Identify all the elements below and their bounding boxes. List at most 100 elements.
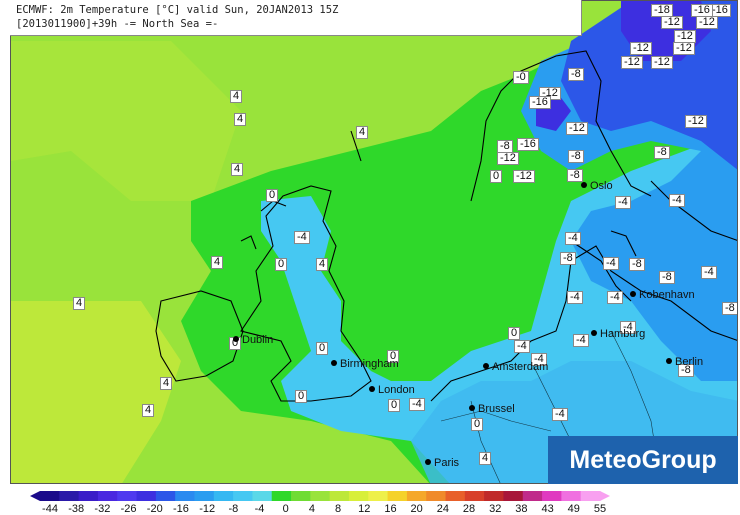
value-label: -16 (691, 4, 713, 17)
value-label: 4 (73, 297, 86, 310)
legend-swatch (310, 491, 331, 501)
value-label: -12 (513, 170, 535, 183)
legend-tick-label: -20 (146, 503, 163, 515)
value-label: 0 (266, 189, 279, 202)
value-label: -18 (651, 4, 673, 17)
legend-swatch (175, 491, 195, 501)
city-dublin: Dublin (233, 334, 273, 346)
city-birmingham: Birmingham (331, 358, 399, 370)
temperature-legend: -44 -38 -32 -26 -20 -16 -12 -8 -4 0 4 8 12 16 20 24 28 32… (30, 491, 610, 515)
land-plus4-area (11, 301, 181, 483)
value-label: 4 (160, 377, 173, 390)
atlantic-plus4-area (11, 41, 241, 201)
value-label: -12 (673, 42, 695, 55)
city-berlin: Berlin (666, 356, 703, 368)
legend-tick-label: 12 (358, 503, 371, 515)
legend-swatch (233, 491, 253, 501)
legend-swatch (59, 491, 80, 501)
value-label: 4 (142, 404, 155, 417)
legend-tick-label: -12 (199, 503, 216, 515)
value-label: 0 (490, 170, 503, 183)
legend-tick-label: -38 (68, 503, 85, 515)
legend-tick-label: -26 (120, 503, 137, 515)
legend-tick-label: 49 (567, 503, 580, 515)
value-label: 4 (211, 256, 224, 269)
value-label: -12 (696, 16, 718, 29)
city-dot-icon (469, 405, 475, 411)
legend-tick-label: 28 (462, 503, 476, 515)
legend-tick-label: -44 (42, 503, 58, 515)
value-label: 0 (471, 418, 484, 431)
legend-swatch (213, 491, 234, 501)
value-label: 4 (234, 113, 247, 126)
legend-swatch (464, 491, 485, 501)
legend-swatch (580, 491, 601, 501)
legend-swatch (522, 491, 543, 501)
city-london: London (369, 384, 415, 396)
value-label: 4 (230, 90, 243, 103)
legend-tick-label: -16 (172, 503, 189, 515)
value-label: 0 (508, 327, 521, 340)
value-label: -16 (529, 96, 551, 109)
legend-tick-label: 16 (384, 503, 397, 515)
legend-swatch (348, 491, 369, 501)
legend-swatch (484, 491, 504, 501)
city-dot-icon (666, 358, 672, 364)
legend-right-arrow (600, 491, 610, 501)
city-dot-icon (591, 330, 597, 336)
legend-swatch (387, 491, 408, 501)
legend-swatch (368, 491, 389, 501)
value-label: -12 (630, 42, 652, 55)
value-label: -4 (531, 353, 547, 366)
legend-tick-label: 55 (593, 503, 607, 515)
value-label: 0 (316, 342, 329, 355)
city-dot-icon (581, 182, 587, 188)
value-label: 0 (295, 390, 308, 403)
legend-swatch (445, 491, 466, 501)
value-label: -4 (607, 291, 623, 304)
value-label: -8 (654, 146, 670, 159)
value-label: -0 (513, 71, 529, 84)
legend-tick-label: 0 (282, 503, 289, 515)
city-dot-icon (630, 291, 636, 297)
value-label: 4 (356, 126, 369, 139)
value-label: -8 (722, 302, 737, 315)
value-label: -12 (661, 16, 683, 29)
legend-swatch (271, 491, 292, 501)
legend-tick-label: 24 (436, 503, 449, 515)
value-label: -4 (615, 196, 631, 209)
city-amsterdam: Amsterdam (483, 361, 548, 373)
map-title-box: ECMWF: 2m Temperature [°C] valid Sun, 20… (10, 0, 582, 36)
city-dot-icon (233, 336, 239, 342)
legend-tick-label: 43 (541, 503, 554, 515)
value-label: -4 (701, 266, 717, 279)
legend-swatch (329, 491, 350, 501)
legend-swatch (155, 491, 176, 501)
value-label: -12 (497, 152, 519, 165)
value-label: -16 (517, 138, 539, 151)
value-label: -4 (669, 194, 685, 207)
legend-swatch (542, 491, 562, 501)
legend-colorbar (30, 491, 610, 501)
legend-swatch (561, 491, 582, 501)
temperature-map (11, 1, 737, 483)
value-label: -4 (294, 231, 310, 244)
value-label: -8 (560, 252, 576, 265)
map-panel: 4 4 4 4 4 4 4 4 4 4 0 0 0 0 0 0 0 0 0 0 … (10, 0, 738, 484)
legend-tick-label: -4 (254, 503, 265, 515)
city-dot-icon (483, 363, 489, 369)
legend-swatch (426, 491, 447, 501)
map-subtitle: [2013011900]+39h -= North Sea =- (16, 18, 219, 30)
coastlines (155, 50, 737, 402)
legend-tick-label: 32 (489, 503, 502, 515)
value-label: 0 (387, 350, 400, 363)
legend-tick-label: -8 (228, 503, 239, 515)
value-label: -4 (409, 398, 425, 411)
ireland-coast (155, 290, 244, 382)
legend-tick-label: 4 (308, 503, 315, 515)
legend-swatch (117, 491, 138, 501)
value-label: -8 (629, 258, 645, 271)
city-dot-icon (331, 360, 337, 366)
value-label: -8 (567, 169, 583, 182)
city-dot-icon (425, 459, 431, 465)
